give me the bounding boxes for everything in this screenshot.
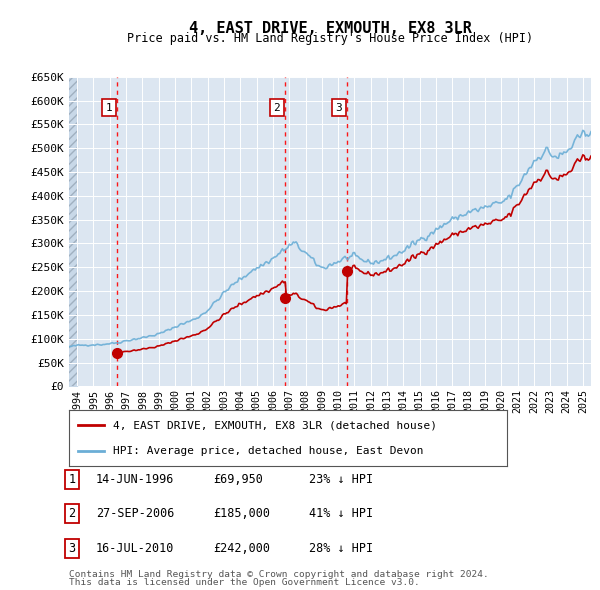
Text: This data is licensed under the Open Government Licence v3.0.: This data is licensed under the Open Gov… bbox=[69, 578, 420, 587]
Text: 2: 2 bbox=[274, 103, 280, 113]
Text: 4, EAST DRIVE, EXMOUTH, EX8 3LR: 4, EAST DRIVE, EXMOUTH, EX8 3LR bbox=[188, 21, 472, 35]
Text: 14-JUN-1996: 14-JUN-1996 bbox=[96, 473, 175, 486]
Text: 16-JUL-2010: 16-JUL-2010 bbox=[96, 542, 175, 555]
Text: Price paid vs. HM Land Registry's House Price Index (HPI): Price paid vs. HM Land Registry's House … bbox=[127, 32, 533, 45]
Text: £69,950: £69,950 bbox=[213, 473, 263, 486]
Text: 1: 1 bbox=[68, 473, 76, 486]
Text: 27-SEP-2006: 27-SEP-2006 bbox=[96, 507, 175, 520]
Text: 28% ↓ HPI: 28% ↓ HPI bbox=[309, 542, 373, 555]
Text: 3: 3 bbox=[68, 542, 76, 555]
Text: 3: 3 bbox=[335, 103, 342, 113]
Text: 23% ↓ HPI: 23% ↓ HPI bbox=[309, 473, 373, 486]
Text: 41% ↓ HPI: 41% ↓ HPI bbox=[309, 507, 373, 520]
Text: £185,000: £185,000 bbox=[213, 507, 270, 520]
Text: HPI: Average price, detached house, East Devon: HPI: Average price, detached house, East… bbox=[113, 446, 424, 456]
Text: 4, EAST DRIVE, EXMOUTH, EX8 3LR (detached house): 4, EAST DRIVE, EXMOUTH, EX8 3LR (detache… bbox=[113, 420, 437, 430]
Text: Contains HM Land Registry data © Crown copyright and database right 2024.: Contains HM Land Registry data © Crown c… bbox=[69, 570, 489, 579]
Text: 1: 1 bbox=[106, 103, 112, 113]
Text: 2: 2 bbox=[68, 507, 76, 520]
Text: £242,000: £242,000 bbox=[213, 542, 270, 555]
